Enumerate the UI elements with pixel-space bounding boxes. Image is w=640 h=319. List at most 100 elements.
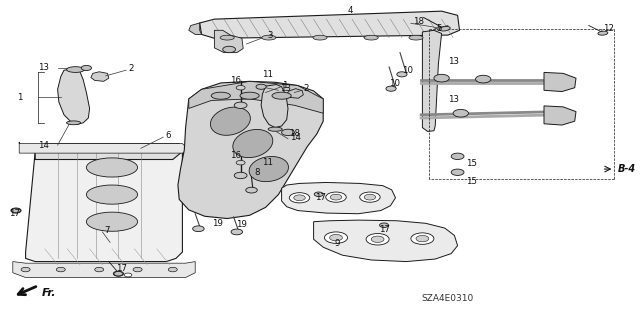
Circle shape [95, 267, 104, 272]
Circle shape [56, 267, 65, 272]
Ellipse shape [220, 35, 234, 40]
Ellipse shape [598, 31, 608, 35]
Text: 12: 12 [603, 24, 614, 33]
Text: 2: 2 [128, 64, 134, 73]
Circle shape [453, 109, 468, 117]
Circle shape [236, 85, 245, 90]
Text: 19: 19 [212, 219, 223, 228]
Circle shape [289, 193, 310, 203]
Circle shape [234, 102, 247, 108]
Circle shape [386, 86, 396, 91]
Ellipse shape [268, 127, 282, 131]
Text: 8: 8 [254, 168, 260, 177]
Circle shape [236, 160, 245, 165]
Text: Fr.: Fr. [42, 288, 56, 299]
Text: 15: 15 [466, 159, 477, 168]
Text: 13: 13 [38, 63, 49, 72]
Circle shape [451, 169, 464, 175]
Ellipse shape [364, 35, 378, 40]
Circle shape [124, 273, 132, 277]
Polygon shape [214, 30, 243, 53]
Circle shape [416, 235, 429, 242]
Polygon shape [26, 144, 182, 262]
Ellipse shape [409, 35, 423, 40]
Text: 16: 16 [230, 76, 241, 85]
Circle shape [371, 236, 384, 242]
Polygon shape [91, 72, 109, 81]
Circle shape [397, 72, 407, 77]
Circle shape [366, 234, 389, 245]
Ellipse shape [67, 67, 84, 72]
Polygon shape [200, 11, 460, 38]
Circle shape [324, 232, 348, 243]
Polygon shape [189, 81, 323, 113]
Ellipse shape [249, 157, 289, 182]
Circle shape [364, 194, 376, 200]
Polygon shape [544, 72, 576, 92]
Ellipse shape [272, 92, 291, 99]
Text: 1: 1 [282, 81, 287, 90]
Ellipse shape [313, 35, 327, 40]
Circle shape [114, 271, 123, 276]
Text: 13: 13 [280, 84, 291, 93]
Polygon shape [422, 30, 442, 131]
Polygon shape [282, 182, 396, 214]
Ellipse shape [240, 92, 259, 99]
Text: 1: 1 [17, 93, 22, 102]
Text: 18: 18 [289, 129, 300, 138]
Circle shape [282, 129, 294, 136]
Ellipse shape [86, 212, 138, 231]
Text: 10: 10 [402, 66, 413, 75]
Text: 2: 2 [303, 84, 309, 93]
Circle shape [314, 192, 323, 197]
Text: 18: 18 [413, 17, 424, 26]
Polygon shape [261, 85, 288, 128]
Text: 3: 3 [268, 31, 273, 40]
Ellipse shape [86, 185, 138, 204]
Circle shape [246, 187, 257, 193]
Text: 15: 15 [466, 177, 477, 186]
Circle shape [133, 267, 142, 272]
Polygon shape [314, 220, 458, 262]
Circle shape [434, 74, 449, 82]
Text: 14: 14 [38, 141, 49, 150]
Text: 16: 16 [230, 151, 241, 160]
Polygon shape [544, 106, 576, 125]
Text: 11: 11 [262, 158, 273, 167]
Circle shape [411, 233, 434, 244]
Polygon shape [58, 69, 90, 124]
Circle shape [256, 84, 266, 89]
Text: 10: 10 [389, 79, 400, 88]
Circle shape [193, 226, 204, 232]
Text: 11: 11 [262, 70, 273, 78]
Circle shape [21, 267, 30, 272]
Text: SZA4E0310: SZA4E0310 [422, 294, 474, 303]
Ellipse shape [211, 107, 250, 135]
Ellipse shape [211, 92, 230, 99]
Text: 4: 4 [348, 6, 353, 15]
Text: 17: 17 [116, 264, 127, 273]
Polygon shape [178, 81, 323, 219]
Circle shape [223, 46, 236, 53]
Ellipse shape [262, 35, 276, 40]
Ellipse shape [67, 121, 81, 125]
Circle shape [451, 153, 464, 160]
Text: 17: 17 [9, 209, 20, 218]
Polygon shape [13, 262, 195, 278]
Text: 9: 9 [335, 239, 340, 248]
Text: 13: 13 [448, 57, 459, 66]
Polygon shape [35, 144, 182, 160]
Circle shape [234, 172, 247, 179]
Circle shape [330, 194, 342, 200]
Text: 7: 7 [104, 226, 110, 235]
Text: 13: 13 [448, 95, 459, 104]
Text: 17: 17 [315, 193, 326, 202]
Text: 14: 14 [290, 133, 301, 142]
Circle shape [11, 208, 21, 213]
Text: B-4: B-4 [618, 164, 636, 174]
Ellipse shape [440, 26, 450, 31]
Circle shape [330, 234, 342, 241]
Polygon shape [286, 89, 303, 98]
Circle shape [81, 65, 92, 70]
Circle shape [294, 195, 305, 201]
